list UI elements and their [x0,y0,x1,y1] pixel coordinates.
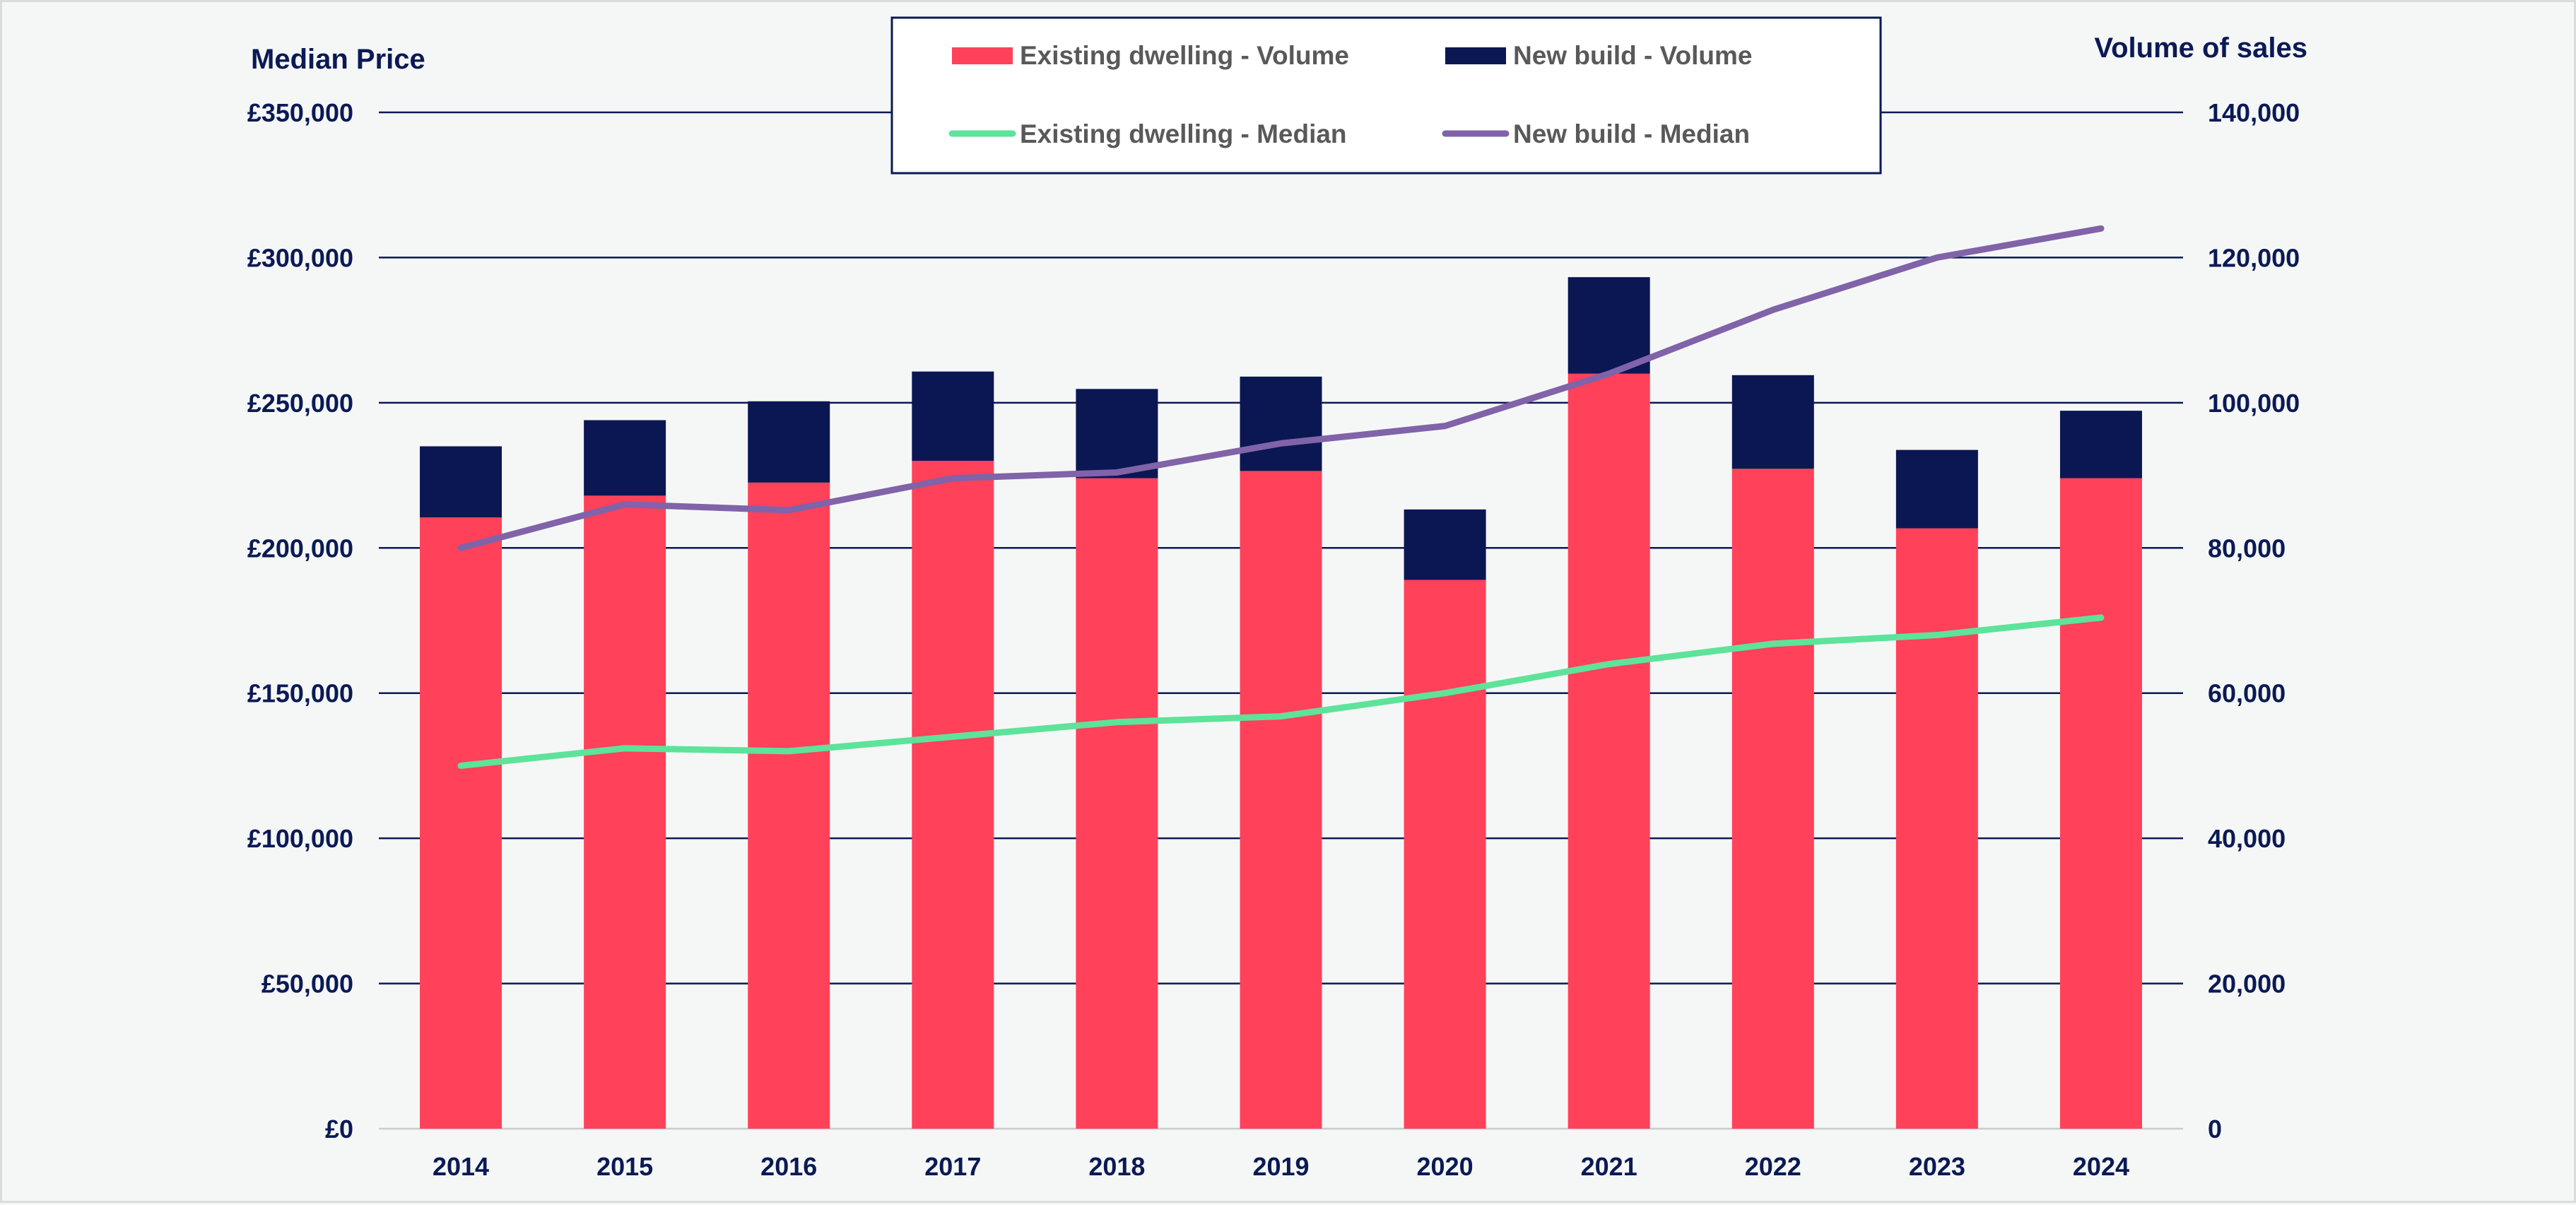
bar-existing-volume [1240,471,1322,1129]
x-tick-label: 2017 [924,1152,981,1181]
lines [457,225,2105,769]
bar-newbuild-volume [1568,277,1650,374]
y-left-tick-label: £350,000 [247,98,353,127]
x-tick-label: 2015 [596,1152,653,1181]
y-left-tick-label: £100,000 [247,824,353,853]
legend-label-newbuild-volume: New build - Volume [1513,41,1753,70]
bar-existing-volume [2059,478,2142,1129]
y-right-tick-label: 60,000 [2208,679,2286,708]
legend-swatch-existing-volume [952,47,1013,64]
y-left-tick-label: £300,000 [247,243,353,272]
bar-newbuild-volume [1731,375,1814,469]
x-tick-label: 2014 [433,1152,489,1181]
bar-existing-volume [1076,478,1158,1129]
x-tick-label: 2018 [1088,1152,1145,1181]
y-right-axis-title: Volume of sales [2094,33,2307,64]
bar-existing-volume [1895,528,1978,1129]
bar-newbuild-volume [912,371,994,462]
bar-existing-volume [1568,373,1650,1129]
bar-newbuild-volume [1895,449,1978,529]
y-left-axis-title: Median Price [251,44,425,75]
bar-newbuild-volume [420,446,502,518]
legend-label-existing-volume: Existing dwelling - Volume [1020,41,1349,70]
bar-existing-volume [912,461,994,1129]
legend-box [890,16,1882,175]
y-right-tick-label: 100,000 [2208,389,2300,418]
y-left-tick-label: £0 [325,1115,353,1144]
y-right-tick-label: 120,000 [2208,243,2300,272]
bar-existing-volume [1731,469,1814,1129]
bar-existing-volume [1404,580,1486,1129]
bar-existing-volume [420,517,502,1129]
x-tick-label: 2016 [760,1152,817,1181]
y-right-tick-label: 140,000 [2208,98,2300,127]
y-right-tick-label: 20,000 [2208,970,2286,999]
line-existing-median [457,614,2105,769]
x-tick-label: 2024 [2073,1152,2129,1181]
legend-swatch-newbuild-volume [1445,47,1506,64]
y-right-tick-label: 80,000 [2208,534,2286,563]
bar-existing-volume [748,482,830,1129]
legend: Existing dwelling - Volume New build - V… [890,16,1882,175]
bar-newbuild-volume [748,401,830,483]
bar-newbuild-volume [2059,411,2142,478]
bars [420,277,2142,1129]
bar-newbuild-volume [1076,389,1158,478]
y-left-tick-label: £50,000 [261,970,353,999]
bar-newbuild-volume [1240,376,1322,471]
bar-newbuild-volume [584,420,666,496]
x-tick-label: 2023 [1909,1152,1965,1181]
bar-newbuild-volume [1404,509,1486,580]
y-left-tick-label: £250,000 [247,389,353,418]
bar-existing-volume [584,495,666,1129]
legend-label-existing-median: Existing dwelling - Median [1020,119,1347,148]
y-right-tick-label: 0 [2208,1115,2222,1144]
x-tick-label: 2021 [1581,1152,1637,1181]
legend-label-newbuild-median: New build - Median [1513,119,1750,148]
x-tick-label: 2020 [1417,1152,1474,1181]
x-tick-label: 2022 [1745,1152,1801,1181]
y-right-tick-label: 40,000 [2208,824,2286,853]
x-tick-label: 2019 [1252,1152,1309,1181]
y-left-tick-label: £150,000 [247,679,353,708]
line-newbuild-median [457,225,2105,551]
y-left-tick-label: £200,000 [247,534,353,563]
axes: Median Price Volume of sales £0 0 £50,000 2… [247,33,2307,1181]
